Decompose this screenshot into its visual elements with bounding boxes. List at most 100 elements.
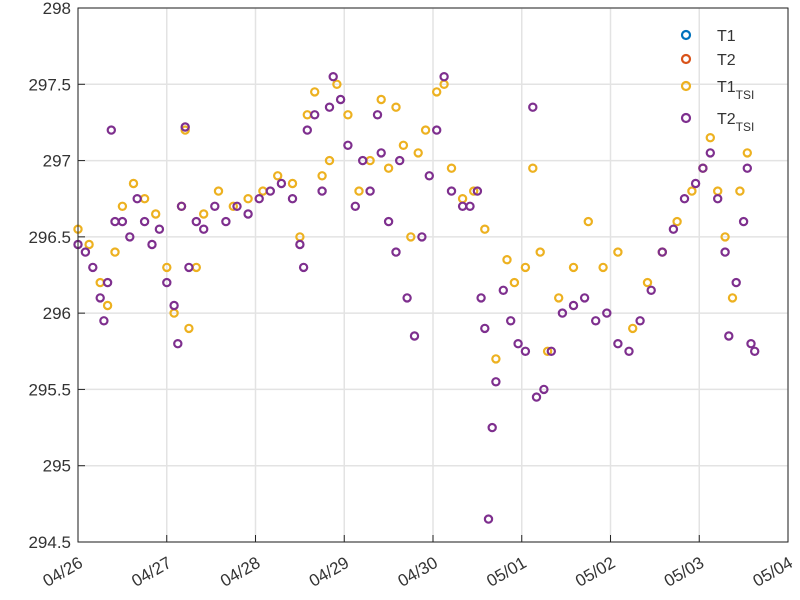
- data-point: [324, 102, 335, 112]
- data-point: [102, 277, 113, 288]
- data-point: [713, 193, 723, 204]
- data-point: [735, 186, 745, 196]
- legend-marker: [680, 112, 692, 124]
- data-point: [162, 277, 172, 288]
- data-point: [328, 71, 338, 82]
- data-point: [506, 316, 516, 326]
- x-tick-label: 04/26: [40, 553, 86, 591]
- data-point: [554, 293, 564, 303]
- data-point: [232, 201, 242, 211]
- data-point: [110, 247, 120, 257]
- data-point: [513, 339, 523, 349]
- x-tick-label: 05/02: [572, 553, 618, 591]
- data-point: [265, 186, 275, 196]
- data-point: [557, 308, 568, 318]
- data-point: [424, 171, 434, 181]
- x-tick-label: 04/28: [217, 553, 263, 591]
- legend-item: T1: [680, 28, 736, 45]
- data-point: [88, 262, 98, 273]
- data-point: [690, 178, 701, 189]
- x-tick-label: 05/03: [661, 553, 707, 591]
- legend-label: T2TSI: [717, 111, 754, 134]
- data-point: [213, 186, 224, 196]
- data-point: [465, 201, 475, 211]
- data-point: [738, 216, 749, 227]
- x-tick-label: 04/27: [128, 553, 174, 591]
- data-point: [417, 232, 427, 242]
- data-point: [598, 262, 608, 273]
- data-point: [317, 186, 327, 196]
- data-point: [287, 178, 298, 189]
- data-point: [102, 300, 113, 311]
- legend-label: T1TSI: [717, 79, 754, 102]
- data-point: [180, 122, 190, 132]
- data-point: [583, 216, 594, 227]
- data-point: [432, 87, 442, 97]
- data-point: [117, 201, 128, 211]
- data-point: [298, 262, 309, 273]
- data-point: [480, 323, 490, 334]
- x-tick-label: 04/29: [306, 553, 352, 591]
- data-point: [402, 293, 412, 303]
- legend-series-name: T2: [717, 52, 736, 69]
- x-tick-label: 05/04: [750, 553, 796, 591]
- x-tick-label: 05/01: [483, 553, 529, 591]
- data-point: [147, 239, 157, 250]
- series-t2-tsi: [73, 71, 760, 524]
- data-point: [398, 140, 409, 150]
- data-point: [310, 87, 320, 97]
- data-point: [180, 125, 190, 135]
- data-point: [150, 209, 161, 219]
- data-point: [491, 377, 501, 387]
- data-point: [746, 339, 756, 349]
- data-point: [210, 201, 220, 211]
- data-point: [169, 300, 179, 311]
- data-point: [750, 346, 760, 356]
- data-point: [705, 148, 716, 158]
- data-point: [406, 232, 416, 242]
- data-point: [184, 323, 194, 334]
- legend-marker: [680, 80, 692, 92]
- data-point: [469, 186, 479, 196]
- data-point: [324, 155, 335, 166]
- data-point: [176, 201, 187, 211]
- data-point: [720, 232, 730, 242]
- data-point: [528, 163, 538, 173]
- y-tick-label: 294.5: [28, 533, 71, 552]
- data-point: [679, 193, 690, 204]
- legend-series-subscript: TSI: [736, 120, 755, 134]
- data-point: [395, 155, 405, 166]
- y-axis-ticks: 294.5 295 295.5 296 296.5 297 297.5 298: [28, 0, 85, 552]
- data-point: [243, 193, 253, 204]
- data-point: [128, 178, 139, 189]
- data-point: [95, 293, 105, 303]
- data-point: [446, 163, 457, 173]
- data-point: [139, 216, 150, 227]
- data-point: [628, 323, 638, 334]
- data-point: [480, 224, 490, 234]
- data-point: [420, 125, 431, 135]
- data-point: [317, 171, 327, 181]
- y-tick-label: 296.5: [28, 228, 71, 247]
- data-point: [391, 102, 401, 112]
- data-point: [698, 163, 708, 173]
- y-tick-label: 295.5: [28, 380, 71, 399]
- data-point: [173, 339, 183, 349]
- data-point: [531, 392, 542, 402]
- data-point: [502, 255, 512, 265]
- data-point: [125, 232, 135, 242]
- legend-label: T2: [717, 52, 736, 69]
- data-point: [84, 239, 94, 250]
- data-point: [372, 110, 383, 120]
- legend-series-subscript: TSI: [736, 88, 755, 102]
- data-point: [657, 247, 668, 257]
- data-point: [154, 224, 165, 234]
- data-point: [310, 110, 320, 120]
- data-point: [535, 247, 545, 257]
- data-point: [568, 262, 579, 273]
- data-point: [273, 171, 283, 181]
- data-point: [221, 216, 231, 227]
- data-point: [343, 140, 353, 150]
- data-point: [624, 346, 634, 356]
- legend-series-name: T1: [717, 79, 736, 96]
